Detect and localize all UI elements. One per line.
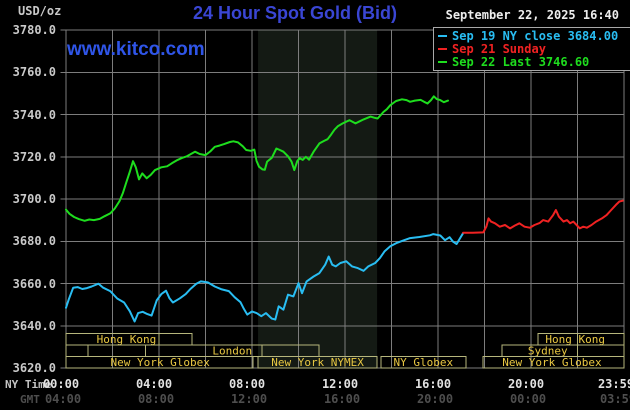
x-axis-tick-gmt: 04:00 — [44, 392, 82, 406]
legend-item-label: Sep 22 Last 3746.60 — [452, 54, 590, 69]
y-axis-unit-label: USD/oz — [18, 4, 62, 18]
session-label: New York Globex — [110, 356, 210, 369]
x-axis-tick-ny: 23:59 — [597, 377, 630, 391]
session-label: Sydney — [528, 345, 568, 358]
session-label: NY Globex — [394, 356, 454, 369]
datetime-label: September 22, 2025 16:40 — [445, 8, 619, 22]
gmt-axis-label: GMT — [20, 393, 40, 406]
legend-item: Sep 19 NY close 3684.00 — [438, 28, 630, 43]
x-axis-tick-ny: 08:00 — [228, 377, 266, 391]
session-box — [65, 344, 89, 357]
y-axis-tick-label: 3740.0 — [12, 107, 56, 122]
legend-item-label: Sep 19 NY close 3684.00 — [452, 28, 619, 43]
kitco-watermark-link[interactable]: www.kitco.com — [67, 39, 205, 60]
x-axis-tick-ny: 20:00 — [507, 377, 545, 391]
legend-item: Sep 22 Last 3746.60 — [438, 54, 630, 69]
session-box — [257, 356, 378, 369]
x-axis-tick-gmt: 08:00 — [137, 392, 175, 406]
x-axis-tick-gmt: 12:00 — [230, 392, 268, 406]
legend-dash-icon — [438, 34, 447, 37]
y-axis-tick-label: 3720.0 — [12, 149, 56, 164]
x-axis-tick-ny: 16:00 — [414, 377, 452, 391]
legend-dash-icon — [438, 47, 447, 50]
y-axis-tick-label: 3660.0 — [12, 276, 56, 291]
x-axis-tick-ny: 00:00 — [42, 377, 80, 391]
series-line-sep-19 — [65, 232, 465, 323]
y-axis-tick-label: 3760.0 — [12, 65, 56, 80]
x-axis-tick-ny: 04:00 — [135, 377, 173, 391]
x-axis-tick-gmt: 16:00 — [323, 392, 361, 406]
ny-time-axis-label: NY Time — [5, 378, 52, 391]
legend-dash-icon — [438, 60, 447, 63]
session-box — [482, 356, 625, 369]
x-axis-tick-ny: 12:00 — [321, 377, 359, 391]
session-box — [576, 344, 625, 357]
session-label: New York Globex — [502, 356, 602, 369]
session-box — [87, 344, 147, 357]
session-box — [65, 356, 254, 369]
legend-item: Sep 21 Sunday — [438, 41, 630, 56]
x-axis-tick-gmt: 03:59 — [599, 392, 630, 406]
y-axis-tick-label: 3620.0 — [12, 361, 56, 375]
y-axis-tick-label: 3640.0 — [12, 318, 56, 333]
series-line-sep-21 — [462, 199, 624, 234]
session-label: London — [212, 345, 252, 358]
x-axis-tick-gmt: 20:00 — [416, 392, 454, 406]
session-label: Hong Kong — [97, 333, 157, 346]
series-line-sep-22 — [65, 95, 449, 222]
y-axis-tick-label: 3700.0 — [12, 192, 56, 206]
session-label: Hong Kong — [545, 333, 605, 346]
session-label: New York NYMEX — [271, 356, 364, 369]
y-axis-tick-label: 3680.0 — [12, 234, 56, 249]
y-axis-tick-label: 3780.0 — [12, 23, 56, 37]
chart-title: 24 Hour Spot Gold (Bid) — [193, 3, 397, 23]
session-box — [380, 356, 467, 369]
x-axis-tick-gmt: 00:00 — [509, 392, 547, 406]
legend-item-label: Sep 21 Sunday — [452, 41, 546, 56]
session-box — [158, 333, 193, 346]
legend-box: Sep 19 NY close 3684.00 Sep 21 Sunday Sep … — [433, 27, 630, 71]
